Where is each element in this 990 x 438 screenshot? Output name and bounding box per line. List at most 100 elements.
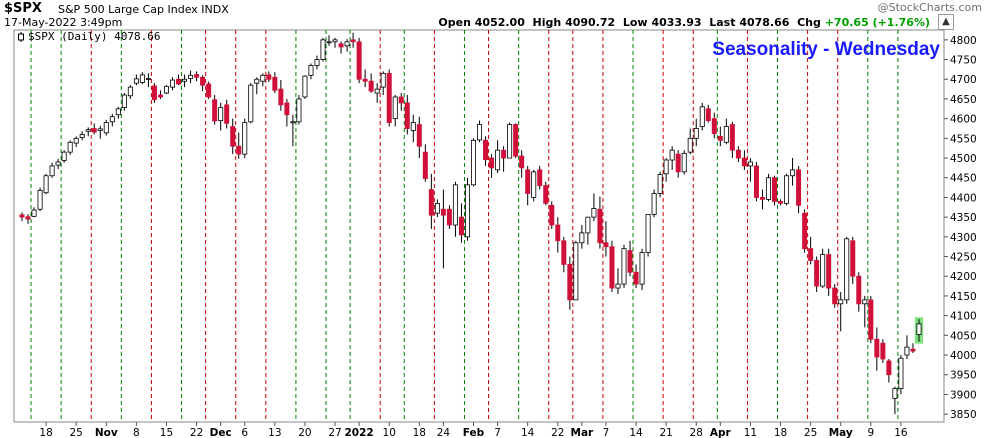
- candle: [61, 150, 67, 163]
- legend: $SPX (Daily) 4078.66: [18, 30, 160, 43]
- x-tick-label: 28: [690, 427, 703, 438]
- x-tick-label: Mar: [571, 427, 595, 438]
- y-tick-label: 3900: [950, 389, 977, 401]
- candle: [645, 213, 651, 257]
- candle-body: [916, 323, 922, 335]
- candle-body: [260, 74, 266, 82]
- candle-body: [350, 39, 356, 43]
- arrow-up-icon[interactable]: ▲: [938, 14, 954, 30]
- candle: [537, 165, 543, 190]
- candle-body: [37, 189, 43, 210]
- x-tick-label: May: [829, 427, 853, 438]
- candle-body: [814, 260, 820, 287]
- candle-body: [440, 208, 446, 216]
- candle-body: [892, 388, 898, 399]
- candle: [663, 158, 669, 182]
- candle: [639, 248, 645, 291]
- candle-body: [555, 224, 561, 242]
- candle: [115, 106, 121, 119]
- candle-body: [729, 124, 735, 151]
- candle: [188, 70, 194, 84]
- candle-body: [609, 246, 615, 289]
- candle-body: [49, 165, 55, 177]
- candle-body: [681, 152, 687, 173]
- x-tick-label: 9: [867, 427, 874, 438]
- x-tick-label: 27: [328, 427, 341, 438]
- candle: [525, 165, 531, 206]
- x-tick-label: 7: [494, 427, 501, 438]
- candle: [470, 138, 476, 187]
- y-tick-label: 3850: [950, 409, 977, 421]
- candle-body: [796, 169, 802, 206]
- open-label: Open: [438, 16, 471, 29]
- candle: [218, 102, 224, 131]
- candle: [765, 173, 771, 202]
- candle: [200, 75, 206, 92]
- candle: [127, 85, 133, 99]
- candle: [531, 169, 537, 202]
- candle-body: [591, 208, 597, 218]
- candle-body: [579, 232, 585, 244]
- candle: [669, 146, 675, 170]
- candle-body: [483, 139, 489, 161]
- candle-body: [109, 116, 115, 123]
- candle-body: [121, 94, 127, 109]
- candle: [254, 77, 260, 95]
- symbol-label: $SPX: [4, 1, 42, 16]
- candle-body: [838, 299, 844, 305]
- y-axis: 3850 3900 3950 4000 4050 4100 4150 4200 4250 4300…: [944, 35, 977, 421]
- candle: [230, 118, 236, 155]
- candle: [483, 136, 489, 166]
- candle-body: [332, 39, 338, 43]
- candle: [163, 85, 169, 95]
- chg-value: +70.65 (+1.76%): [824, 16, 930, 29]
- candle: [67, 140, 73, 155]
- candle: [422, 144, 428, 182]
- x-tick-label: 16: [894, 427, 908, 438]
- candle: [772, 175, 778, 206]
- candle: [657, 171, 663, 198]
- candle-body: [157, 94, 163, 98]
- y-tick-label: 4200: [950, 271, 977, 283]
- candle: [428, 173, 434, 229]
- candle: [212, 95, 218, 125]
- candle: [615, 268, 621, 294]
- candle: [31, 207, 37, 218]
- candle: [507, 122, 513, 159]
- candle: [627, 240, 633, 277]
- candle-body: [392, 96, 398, 120]
- candle: [489, 154, 495, 178]
- candle: [398, 93, 404, 111]
- candle-body: [176, 78, 182, 85]
- candle: [182, 74, 188, 88]
- candle-body: [284, 102, 290, 116]
- candle: [832, 284, 838, 308]
- y-tick-label: 4100: [950, 311, 977, 323]
- candle: [410, 114, 416, 143]
- candle-body: [519, 155, 525, 169]
- x-tick-label: Dec: [210, 427, 232, 438]
- y-tick-label: 4350: [950, 212, 977, 224]
- candle-body: [832, 287, 838, 305]
- x-tick-label: Apr: [710, 427, 732, 438]
- candle: [717, 126, 723, 147]
- x-tick-label: 24: [437, 427, 451, 438]
- candle: [585, 216, 591, 245]
- y-tick-label: 3950: [950, 370, 977, 382]
- candle-body: [633, 271, 639, 285]
- candle: [914, 317, 924, 344]
- candle: [910, 343, 916, 354]
- candle: [862, 295, 868, 328]
- x-tick-label: 2022: [345, 427, 374, 438]
- candle-body: [741, 157, 747, 167]
- candle: [519, 150, 525, 178]
- candle-body: [567, 264, 573, 301]
- candle-body: [91, 128, 97, 133]
- candle-body: [356, 41, 362, 80]
- candle: [272, 72, 278, 94]
- candle: [284, 98, 290, 127]
- candle: [621, 244, 627, 289]
- candle: [151, 83, 157, 103]
- x-tick-label: 18: [39, 427, 52, 438]
- high-label: High: [532, 16, 562, 29]
